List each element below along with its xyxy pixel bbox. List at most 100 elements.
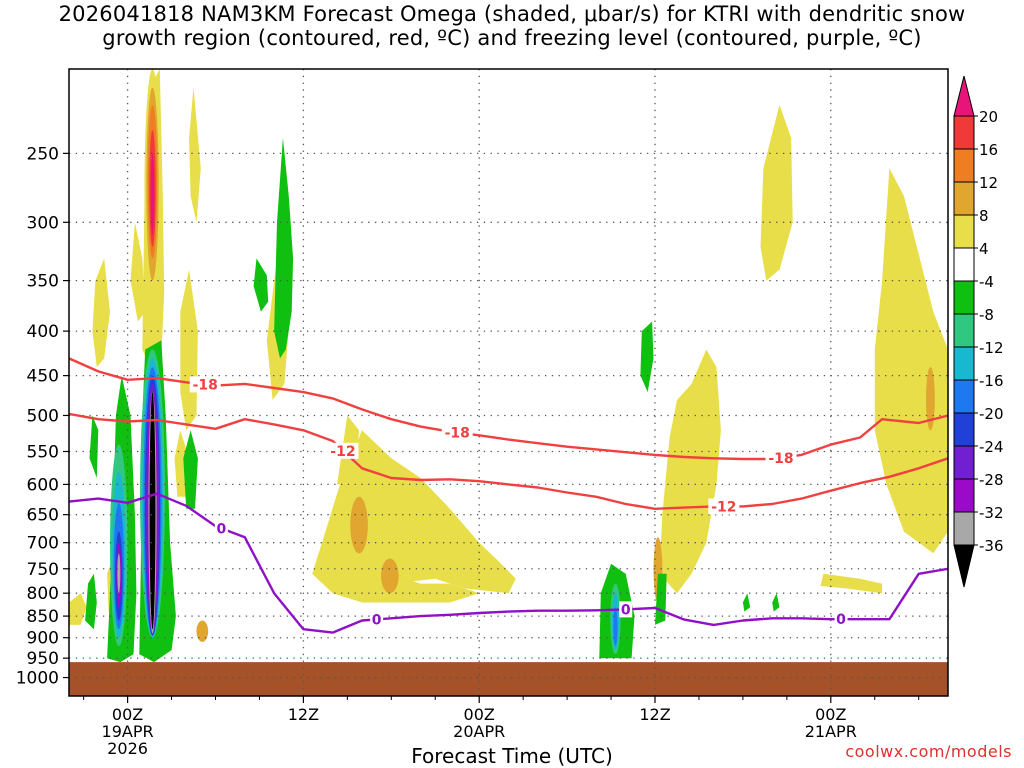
colorbar-label-4: 4	[979, 240, 989, 258]
omega-upper-descent-20apr-20z	[760, 105, 793, 281]
colorbar-band-5	[953, 247, 975, 282]
contour-label-2-3: 0	[836, 612, 846, 628]
contour-label-1-0: -12	[330, 444, 355, 460]
y-tick-label-650: 650	[27, 506, 59, 526]
colorbar-band-7	[953, 313, 975, 348]
x-tick-label-2-1: 20APR	[453, 722, 505, 741]
omega-descent-patch-left	[92, 258, 110, 368]
y-tick-label-300: 300	[27, 213, 59, 233]
colorbar-label-3: 8	[979, 207, 989, 225]
x-tick-label-0-0: 00Z	[112, 705, 143, 724]
omega-descent-core-20apr-2	[381, 558, 399, 594]
colorbar-label-8: -16	[979, 372, 1004, 390]
omega-upper-descent-core	[150, 153, 155, 235]
omega-ascent-dot-1	[742, 593, 751, 612]
omega-ascent-deep-core	[149, 392, 156, 630]
chart-title-line-1: 2026041818 NAM3KM Forecast Omega (shaded…	[58, 2, 966, 26]
omega-descent-area-21apr	[874, 168, 948, 554]
contour-label-1-1: -12	[711, 499, 736, 515]
y-tick-label-700: 700	[27, 534, 59, 554]
contour-label-0-1: -18	[445, 426, 470, 442]
y-tick-label-1000: 1000	[16, 669, 59, 689]
x-tick-label-0-1: 19APR	[102, 722, 154, 741]
colorbar-label-5: -4	[979, 273, 994, 291]
contour-label-bg-0-0	[189, 376, 221, 393]
y-tick-label-350: 350	[27, 272, 59, 292]
y-tick-label-550: 550	[27, 443, 59, 463]
omega-descent-area-20apr-18z	[659, 349, 721, 594]
contour-label-bg-2-3	[834, 611, 848, 628]
x-tick-label-0-2: 2026	[107, 739, 148, 758]
ground-fill	[69, 662, 948, 696]
colorbar-band-9	[953, 379, 975, 414]
colorbar-label-9: -20	[979, 405, 1004, 423]
contour-lines: -18 -18 -18 -12 -12 0 0 0 0	[69, 357, 948, 634]
colorbar-bottom-arrow	[953, 544, 975, 588]
omega-descent-core-20apr	[350, 496, 368, 554]
y-tick-label-750: 750	[27, 560, 59, 580]
grid-lines	[69, 69, 948, 696]
credit-text: coolwx.com/models	[845, 742, 1012, 761]
colorbar-label-2: 12	[979, 174, 998, 192]
colorbar-band-12	[953, 478, 975, 513]
colorbar-top-arrow	[953, 75, 975, 117]
contour-label-2-0: 0	[216, 521, 226, 537]
y-tick-label-450: 450	[27, 367, 59, 387]
contour-label-0-0: -18	[193, 377, 218, 393]
y-tick-label-600: 600	[27, 475, 59, 495]
x-tick-label-1-0: 12Z	[288, 705, 319, 724]
colorbar-band-11	[953, 445, 975, 480]
omega-descent-patch-upper2	[189, 87, 201, 223]
x-tick-label-2-0: 00Z	[464, 705, 495, 724]
omega-ascent-column-core	[117, 553, 121, 594]
colorbar-label-1: 16	[979, 141, 998, 159]
y-tick-label-250: 250	[27, 144, 59, 164]
contour-label-bg-2-0	[214, 520, 228, 537]
contour-label-bg-2-2	[619, 601, 633, 618]
contour-label-bg-1-1	[708, 498, 740, 515]
omega-ascent-dot-2	[772, 593, 780, 612]
x-tick-label-4-1: 21APR	[805, 722, 857, 741]
y-axis: 2503003504004505005506006507007508008509…	[16, 144, 69, 689]
omega-ascent-patch-right	[183, 430, 198, 509]
omega-ascent-upper-12z	[274, 137, 294, 359]
colorbar-band-1	[953, 115, 975, 150]
colorbar-label-12: -32	[979, 504, 1004, 522]
colorbar-label-6: -8	[979, 306, 994, 324]
y-tick-label-800: 800	[27, 584, 59, 604]
omega-descent-patch-upper	[130, 222, 146, 322]
contour-label-2-1: 0	[372, 612, 382, 628]
omega-descent-core-21apr	[926, 367, 935, 431]
x-tick-label-3-0: 12Z	[639, 705, 670, 724]
y-tick-label-900: 900	[27, 629, 59, 649]
omega-ascent-low-left	[85, 573, 97, 630]
plot-frame	[68, 68, 949, 697]
colorbar-band-13	[953, 511, 975, 546]
omega-descent-low-21apr	[820, 573, 883, 594]
omega-descent-area-20apr-low	[332, 573, 480, 603]
omega-ascent-upper-12z-2	[253, 258, 269, 312]
y-tick-label-400: 400	[27, 322, 59, 342]
colorbar-band-8	[953, 346, 975, 381]
omega-descent-patch-surface	[69, 593, 87, 625]
y-tick-label-850: 850	[27, 607, 59, 627]
colorbar-label-11: -28	[979, 471, 1004, 489]
x-axis-label: Forecast Time (UTC)	[411, 744, 613, 768]
omega-descent-area-20apr	[312, 430, 516, 594]
contour-label-bg-1-0	[327, 442, 359, 459]
colorbar-band-6	[953, 280, 975, 315]
contour-label-2-2: 0	[621, 602, 631, 618]
omega-ascent-shallow-core	[613, 607, 618, 647]
colorbar: 20 16 12 8 4 -4 -8 -12 -16 -20 -24 -28 -32 -36	[953, 75, 1004, 588]
contour-label-0-2: -18	[768, 451, 793, 467]
colorbar-band-4	[953, 214, 975, 249]
colorbar-band-2	[953, 148, 975, 183]
ground-layer	[69, 662, 948, 696]
colorbar-band-3	[953, 181, 975, 216]
colorbar-label-0: 20	[979, 108, 998, 126]
omega-ascent-patch-500	[89, 415, 99, 478]
chart-title-line-2: growth region (contoured, red, ºC) and f…	[102, 26, 922, 50]
omega-shading	[69, 69, 948, 663]
contour-label-bg-2-1	[370, 611, 384, 628]
